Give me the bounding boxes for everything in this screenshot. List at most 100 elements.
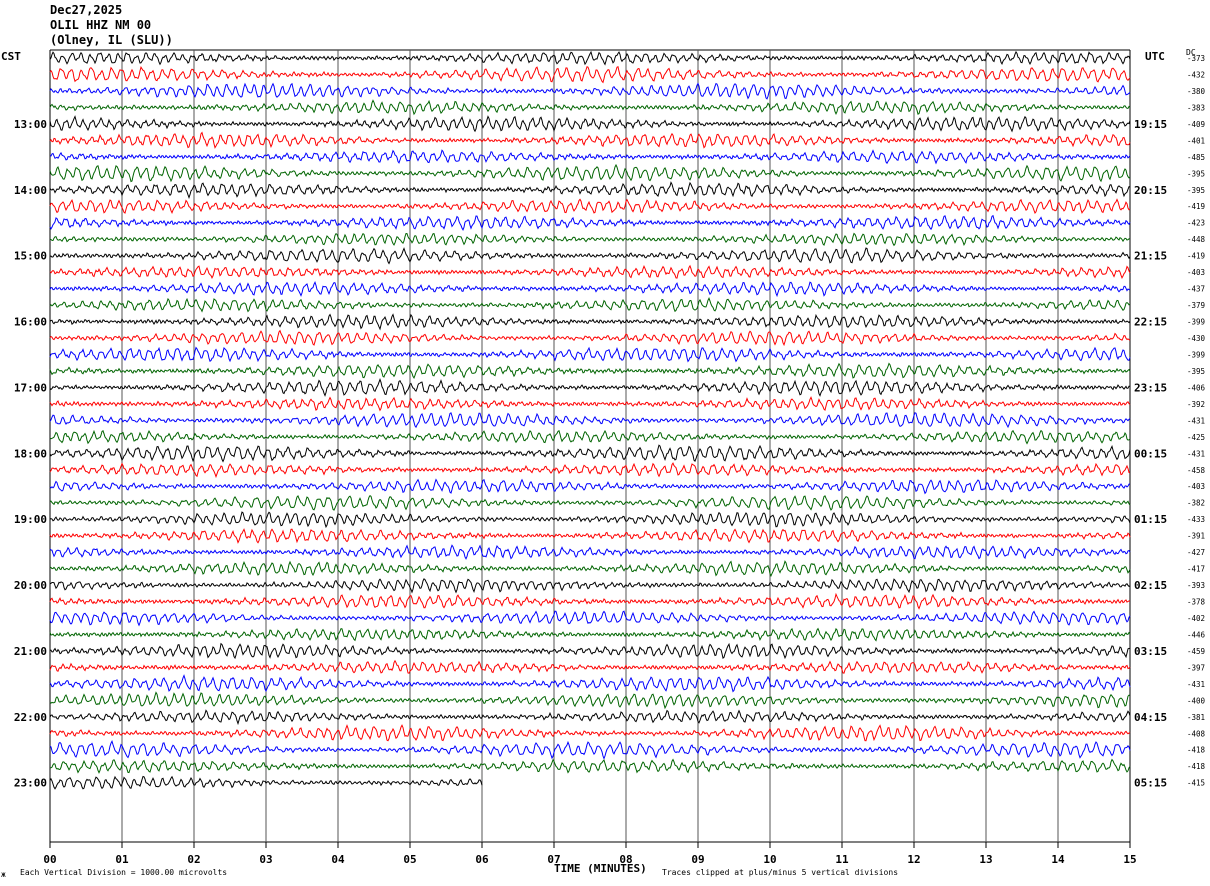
right-timezone-label: UTC: [1145, 50, 1165, 63]
left-hour-label: 20:00: [14, 579, 47, 592]
seismic-trace: [49, 378, 1130, 397]
footer-scale-note: Each Vertical Division = 1000.00 microvo…: [20, 868, 228, 877]
right-hour-label: 20:15: [1134, 184, 1167, 197]
seismic-trace: [49, 578, 1131, 594]
dc-offset-label: -459: [1187, 647, 1205, 656]
footer-mark: ж: [1, 870, 6, 879]
left-hour-label: 17:00: [14, 381, 47, 394]
dc-offset-label: -382: [1187, 499, 1205, 508]
dc-offset-label: -415: [1187, 779, 1205, 788]
dc-offset-label: -430: [1187, 334, 1206, 343]
footer-clip-note: Traces clipped at plus/minus 5 vertical …: [662, 868, 899, 877]
dc-offset-label: -383: [1187, 103, 1205, 112]
x-tick-label: 13: [979, 853, 992, 866]
dc-offset-label: -399: [1187, 350, 1205, 359]
seismic-trace: [49, 313, 1131, 331]
left-hour-label: 21:00: [14, 645, 47, 658]
seismic-trace: [49, 99, 1131, 116]
seismic-trace: [49, 560, 1131, 577]
dc-offset-label: -391: [1187, 532, 1205, 541]
dc-offset-label: -373: [1187, 54, 1205, 63]
dc-offset-label: -427: [1187, 548, 1205, 557]
x-tick-label: 05: [403, 853, 416, 866]
dc-offset-label: -395: [1187, 367, 1205, 376]
left-hour-label: 15:00: [14, 250, 47, 263]
x-tick-label: 06: [475, 853, 489, 866]
right-hour-label: 23:15: [1134, 381, 1167, 394]
seismic-trace: [49, 412, 1131, 429]
x-tick-label: 10: [763, 853, 776, 866]
right-hour-label: 02:15: [1134, 579, 1167, 592]
dc-offset-label: -378: [1187, 598, 1206, 607]
seismic-trace: [49, 181, 1131, 199]
seismic-trace: [49, 429, 1131, 445]
right-hour-label: 01:15: [1134, 513, 1167, 526]
x-tick-label: 12: [907, 853, 920, 866]
seismic-trace: [49, 691, 1131, 710]
seismic-trace: [49, 247, 1131, 265]
seismic-trace: [49, 758, 1131, 774]
seismic-trace: [49, 232, 1131, 247]
x-tick-label: 14: [1051, 853, 1065, 866]
dc-offset-label: -393: [1187, 581, 1205, 590]
dc-offset-label: -448: [1187, 235, 1206, 244]
seismic-trace: [49, 82, 1131, 100]
left-timezone-label: CST: [1, 50, 21, 63]
seismic-trace: [49, 346, 1131, 363]
left-hour-label: 19:00: [14, 513, 47, 526]
seismic-trace: [49, 528, 1131, 544]
left-hour-label: 23:00: [14, 777, 47, 790]
seismic-trace: [49, 659, 1131, 674]
right-hour-label: 19:15: [1134, 118, 1167, 131]
dc-offset-label: -446: [1187, 630, 1206, 639]
right-hour-label: 22:15: [1134, 316, 1167, 329]
left-hour-label: 18:00: [14, 447, 47, 460]
seismic-trace: [49, 198, 1131, 214]
seismic-trace: [49, 297, 1131, 313]
x-tick-label: 15: [1123, 853, 1136, 866]
right-hour-label: 21:15: [1134, 250, 1167, 263]
seismic-trace: [49, 396, 1131, 412]
seismic-trace: [49, 149, 1131, 165]
dc-offset-label: -379: [1187, 301, 1205, 310]
dc-offset-label: -381: [1187, 713, 1205, 722]
dc-offset-label: -418: [1187, 762, 1206, 771]
dc-offset-label: -432: [1187, 70, 1205, 79]
seismic-trace: [49, 264, 1131, 279]
dc-offset-label: -397: [1187, 663, 1205, 672]
header-station: OLIL HHZ NM 00: [50, 18, 152, 32]
dc-offset-label: -400: [1187, 696, 1206, 705]
x-tick-label: 09: [691, 853, 704, 866]
x-axis-label: TIME (MINUTES): [554, 862, 647, 875]
x-tick-label: 07: [547, 853, 560, 866]
seismic-trace: [49, 478, 1131, 495]
seismic-trace: [49, 494, 1131, 511]
seismic-trace: [49, 775, 483, 790]
dc-offset-label: -431: [1187, 416, 1205, 425]
x-tick-label: 00: [43, 853, 56, 866]
seismic-trace: [49, 627, 1131, 642]
seismic-trace: [49, 739, 1131, 760]
dc-offset-label: -380: [1187, 87, 1206, 96]
seismic-trace: [49, 592, 1131, 610]
dc-offset-label: -433: [1187, 515, 1205, 524]
dc-offset-label: -431: [1187, 680, 1205, 689]
dc-offset-label: -403: [1187, 482, 1205, 491]
seismic-trace: [49, 329, 1131, 347]
dc-offset-label: -431: [1187, 449, 1205, 458]
left-hour-label: 22:00: [14, 711, 47, 724]
seismic-trace: [49, 511, 1131, 529]
header-location: (Olney, IL (SLU)): [50, 33, 173, 47]
right-hour-label: 00:15: [1134, 447, 1167, 460]
header-date: Dec27,2025: [50, 3, 123, 17]
seismic-trace: [49, 65, 1131, 84]
left-hour-label: 13:00: [14, 118, 47, 131]
dc-offset-label: -458: [1187, 466, 1206, 475]
dc-offset-label: -408: [1187, 729, 1206, 738]
x-tick-label: 02: [187, 853, 200, 866]
seismic-trace: [49, 444, 1131, 463]
dc-offset-label: -417: [1187, 565, 1205, 574]
dc-offset-label: -419: [1187, 202, 1205, 211]
seismic-trace: [49, 462, 1131, 479]
